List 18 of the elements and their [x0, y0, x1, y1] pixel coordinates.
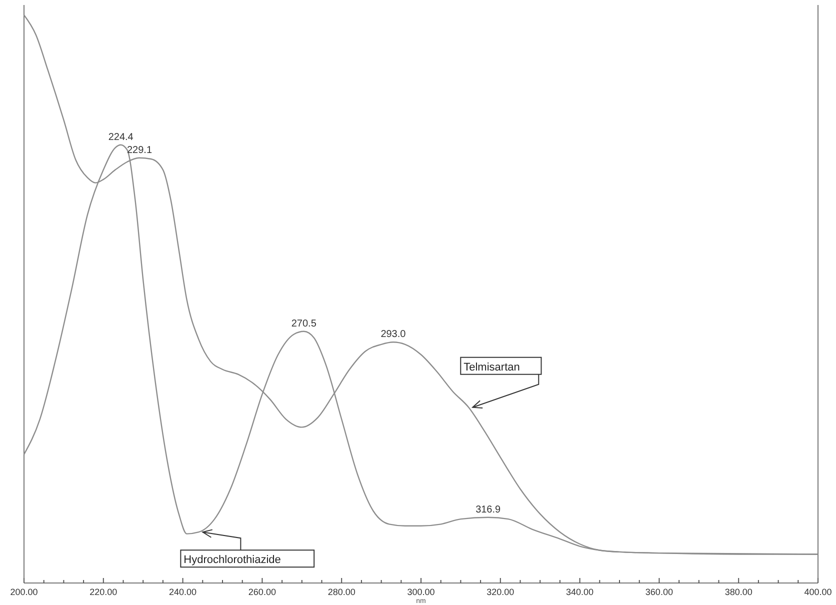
series-label: Telmisartan — [464, 361, 520, 374]
x-tick-label: 220.00 — [90, 587, 118, 597]
annotation: 224.4 — [108, 132, 134, 143]
annotation: 270.5 — [291, 318, 317, 330]
x-tick-label: 280.00 — [328, 587, 356, 597]
x-tick-label: 240.00 — [169, 587, 197, 597]
x-tick-label: 360.00 — [645, 587, 673, 597]
annotation: 293.0 — [380, 329, 406, 340]
x-tick-label: 300.00 — [407, 587, 435, 597]
annotation: 316.9 — [476, 504, 502, 516]
x-tick-label: 380.00 — [724, 587, 752, 597]
series-label: Hydrochlorothiazide — [184, 554, 281, 566]
annotation: 229.1 — [127, 144, 152, 156]
x-tick-label: 200.00 — [10, 587, 38, 597]
x-tick-label: 340.00 — [566, 587, 594, 597]
x-tick-label: 320.00 — [486, 587, 514, 597]
x-tick-label: 400.00 — [804, 587, 832, 597]
x-tick-label: 260.00 — [248, 587, 276, 597]
